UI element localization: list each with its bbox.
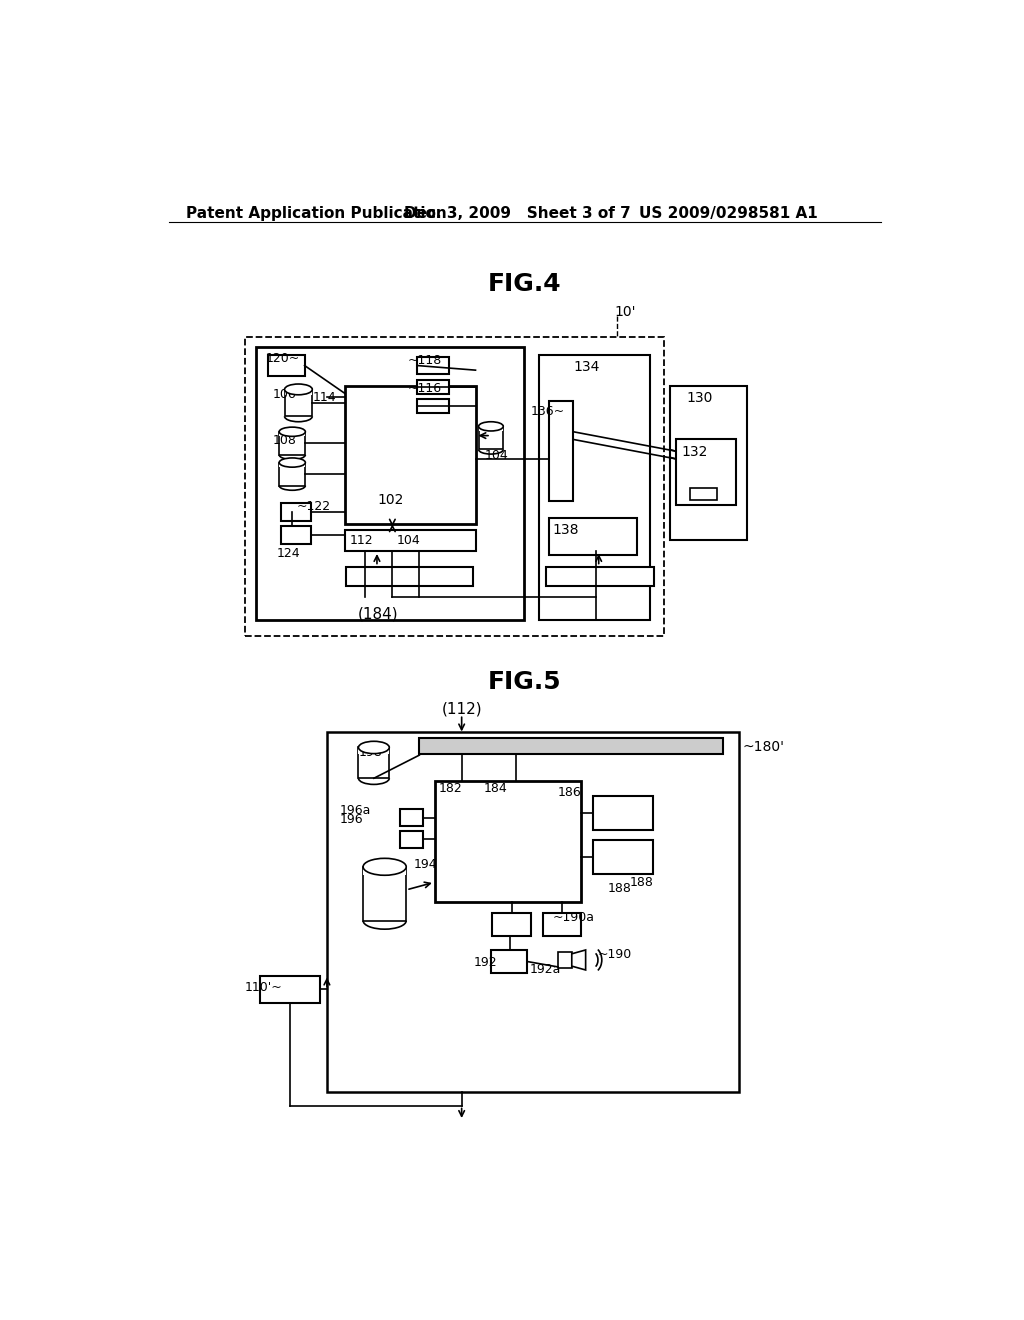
Text: 136~: 136~: [531, 405, 565, 418]
Text: 192: 192: [473, 956, 497, 969]
Bar: [285, 384, 312, 395]
Text: 182: 182: [438, 781, 462, 795]
Bar: [346, 566, 473, 586]
Ellipse shape: [364, 858, 407, 875]
Bar: [419, 738, 724, 754]
Bar: [558, 952, 571, 969]
Bar: [689, 488, 717, 499]
Bar: [490, 950, 527, 973]
Text: ~122: ~122: [297, 500, 331, 513]
Bar: [358, 747, 389, 779]
Bar: [285, 389, 312, 416]
Text: 10': 10': [614, 305, 636, 318]
Bar: [676, 440, 736, 506]
Ellipse shape: [285, 384, 312, 395]
Bar: [417, 400, 450, 413]
Bar: [256, 347, 524, 620]
Text: FIG.5: FIG.5: [488, 671, 561, 694]
Text: Dec. 3, 2009   Sheet 3 of 7: Dec. 3, 2009 Sheet 3 of 7: [403, 206, 631, 222]
Bar: [417, 356, 450, 374]
Text: Patent Application Publication: Patent Application Publication: [186, 206, 446, 222]
Ellipse shape: [478, 422, 503, 432]
Text: ~118: ~118: [408, 354, 442, 367]
Bar: [435, 780, 581, 903]
Text: 194: 194: [414, 858, 437, 871]
Text: 120~: 120~: [265, 351, 300, 364]
Text: 130: 130: [686, 391, 713, 405]
Text: 124: 124: [276, 548, 300, 560]
Bar: [245, 337, 665, 636]
Text: 132: 132: [682, 445, 709, 459]
Text: 102: 102: [377, 494, 403, 507]
Text: (184): (184): [358, 607, 398, 622]
Text: ~116: ~116: [408, 383, 442, 396]
Bar: [493, 913, 531, 936]
Text: ~180': ~180': [742, 739, 784, 754]
Text: 108: 108: [273, 434, 297, 447]
Bar: [280, 432, 305, 455]
Text: 134: 134: [573, 360, 600, 374]
Bar: [478, 426, 503, 449]
Bar: [400, 830, 423, 847]
Text: 198: 198: [358, 746, 382, 759]
Bar: [547, 566, 654, 586]
Ellipse shape: [280, 428, 305, 437]
Bar: [549, 517, 637, 554]
Bar: [280, 458, 305, 467]
Text: 188: 188: [630, 876, 653, 890]
Bar: [345, 529, 475, 552]
Bar: [400, 809, 423, 826]
Text: 188: 188: [608, 882, 632, 895]
Text: 110'~: 110'~: [245, 981, 283, 994]
Bar: [478, 422, 503, 430]
Text: FIG.4: FIG.4: [488, 272, 561, 297]
Bar: [364, 858, 407, 875]
Text: 138: 138: [553, 524, 579, 537]
Text: (112): (112): [441, 701, 482, 717]
Ellipse shape: [358, 742, 389, 754]
Text: 196: 196: [340, 813, 364, 826]
Polygon shape: [571, 950, 586, 970]
Text: 192a: 192a: [529, 964, 561, 975]
Bar: [417, 380, 450, 395]
Bar: [543, 913, 581, 936]
Bar: [282, 503, 310, 521]
Text: 104: 104: [396, 535, 420, 548]
Bar: [539, 355, 650, 620]
Bar: [593, 796, 652, 830]
Bar: [280, 428, 305, 437]
Bar: [345, 385, 475, 524]
Bar: [267, 355, 304, 376]
Text: 114: 114: [313, 391, 337, 404]
Bar: [327, 733, 739, 1093]
Text: 104: 104: [484, 449, 509, 462]
Text: 112: 112: [350, 535, 374, 548]
Bar: [260, 977, 319, 1003]
Text: 196a: 196a: [340, 804, 372, 817]
Bar: [280, 462, 305, 486]
Bar: [282, 525, 310, 544]
Bar: [670, 385, 746, 540]
Text: ~190a: ~190a: [553, 911, 595, 924]
Text: 184: 184: [483, 781, 507, 795]
Bar: [593, 840, 652, 874]
Ellipse shape: [280, 458, 305, 467]
Bar: [364, 867, 407, 921]
Text: 106: 106: [273, 388, 297, 401]
Text: US 2009/0298581 A1: US 2009/0298581 A1: [639, 206, 817, 222]
Bar: [549, 401, 573, 502]
Text: ~190: ~190: [598, 948, 632, 961]
Bar: [358, 742, 389, 754]
Text: 186: 186: [558, 785, 582, 799]
